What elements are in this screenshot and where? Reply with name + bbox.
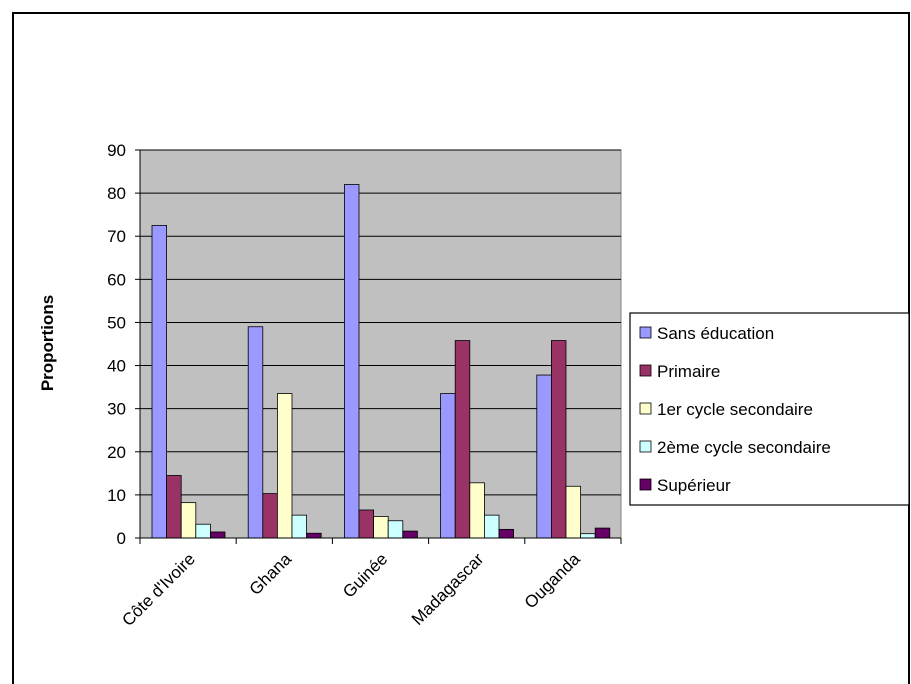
legend-box [629,312,910,506]
legend-label: 2ème cycle secondaire [657,438,831,457]
legend-label: Primaire [657,362,720,381]
x-tick-label: Ouganda [521,549,584,612]
bar [358,509,375,539]
bar [343,184,360,539]
legend-swatch [639,364,652,377]
bar [180,502,197,539]
legend-swatch [639,478,652,491]
bars [151,184,611,539]
bar [580,533,596,539]
bar [498,528,515,539]
bar [306,532,322,539]
bar [209,531,226,539]
y-tick-label: 30 [107,400,126,419]
y-tick-label: 80 [107,184,126,203]
bar [454,340,471,539]
bar [373,516,389,539]
y-axis-title: Proportions [38,295,57,391]
bar [551,340,567,539]
bar [276,393,293,539]
bar [262,493,278,539]
y-tick-labels: 0 10 20 30 40 50 60 70 80 90 [107,141,126,548]
bar [483,514,500,539]
y-tick-label: 60 [107,270,126,289]
legend-swatch [639,402,652,415]
bar [195,523,211,539]
y-tick-label: 20 [107,443,126,462]
y-tick-label: 90 [107,141,126,160]
legend: Sans éducation Primaire 1er cycle secondai… [629,312,910,506]
bar [247,326,264,539]
y-tick-label: 50 [107,313,126,332]
legend-label: Sans éducation [657,324,774,343]
bar [536,374,552,539]
x-tick-label: Madagascar [408,549,488,629]
gridlines [140,149,621,496]
y-tick-label: 0 [117,529,126,548]
bar [440,393,456,539]
bar [387,520,404,539]
legend-label: 1er cycle secondaire [657,400,813,419]
legend-label: Supérieur [657,476,731,495]
x-tick-label: Côte d'Ivoire [118,549,199,630]
y-tick-label: 70 [107,227,126,246]
y-tick-label: 10 [107,486,126,505]
bar [166,475,182,539]
bar [565,485,582,539]
bar [402,530,418,539]
bar [291,514,308,539]
legend-swatch [639,440,652,453]
x-tick-label: Ghana [246,549,296,599]
x-tick-label: Guinée [339,549,391,601]
axes [135,149,622,544]
legend-swatch [639,326,652,339]
y-tick-label: 40 [107,357,126,376]
bar [469,482,485,539]
x-tick-labels: Côte d'Ivoire Ghana Guinée Madagascar Ougand… [118,549,584,630]
bar [151,225,168,539]
bar [594,527,611,539]
